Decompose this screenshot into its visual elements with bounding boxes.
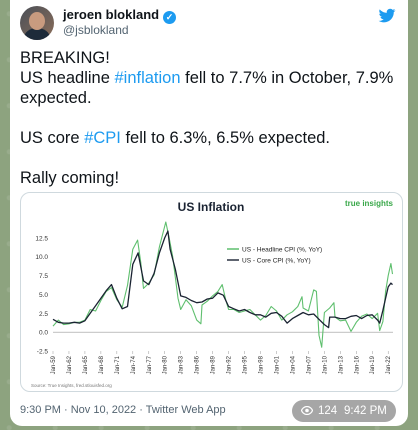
x-tick-label: Jan-77 (147, 355, 153, 374)
legend-label: US - Headline CPI (%, YoY) (242, 247, 322, 254)
x-tick-label: Jan-98 (259, 355, 265, 374)
y-tick-label: 12.5 (35, 235, 48, 242)
x-tick-label: Jan-74 (131, 355, 137, 374)
text-segment: fell to 7.7% in October, 7.9% expected. (20, 69, 394, 107)
tweet-card[interactable]: jeroen blokland ✓ @jsblokland BREAKING! U… (10, 0, 408, 426)
series-line-headline (52, 221, 394, 348)
tweet-line-headline: US headline #inflation fell to 7.7% in O… (20, 68, 400, 108)
view-count: 124 (318, 405, 338, 417)
chart-title: US Inflation (178, 200, 245, 214)
x-tick-label: Jan-71 (115, 355, 121, 374)
avatar[interactable] (20, 6, 54, 40)
x-tick-label: Jan-04 (290, 355, 296, 374)
x-tick-label: Jan-65 (83, 355, 89, 374)
author-handle[interactable]: @jsblokland (63, 23, 129, 37)
series-line-core (52, 230, 393, 329)
text-segment: US core (20, 129, 85, 147)
x-tick-label: Jan-86 (195, 355, 201, 374)
tweet-line-breaking: BREAKING! (20, 49, 110, 67)
legend-label: US - Core CPI (%, YoY) (242, 258, 311, 265)
chart-source: Source: True Insights, fred.stlouisfed.o… (31, 383, 112, 388)
tweet-line-core: US core #CPI fell to 6.3%, 6.5% expected… (20, 128, 400, 148)
x-tick-label: Jan-59 (51, 355, 57, 374)
inflation-chart: US Inflation true insights 12.5 10.0 7.5 5.… (31, 199, 394, 388)
x-tick-label: Jan-80 (163, 355, 169, 374)
tweet-text: BREAKING! US headline #inflation fell to… (20, 48, 400, 188)
x-tick-label: Jan-92 (227, 355, 233, 374)
y-tick-label: 7.5 (39, 273, 48, 280)
text-segment: fell to 6.3%, 6.5% expected. (120, 129, 331, 147)
eye-icon (301, 406, 313, 415)
message-time: 9:42 PM (344, 405, 387, 417)
y-tick-label: 2.5 (39, 311, 48, 318)
y-tick-label: -2.5 (37, 349, 49, 356)
tweet-line-rally: Rally coming! (20, 169, 120, 187)
text-segment: US headline (20, 69, 115, 87)
x-tick-label: Jan-19 (370, 355, 376, 374)
x-tick-label: Jan-68 (99, 355, 105, 374)
y-tick-label: 5.0 (39, 292, 48, 299)
x-tick-label: Jan-01 (274, 355, 280, 374)
author-name[interactable]: jeroen blokland (63, 7, 160, 22)
x-tick-label: Jan-62 (67, 355, 73, 374)
x-tick-label: Jan-07 (306, 355, 312, 374)
x-tick-label: Jan-10 (322, 355, 328, 374)
x-tick-label: Jan-95 (243, 355, 249, 374)
author-name-row[interactable]: jeroen blokland ✓ (63, 7, 177, 24)
message-meta-pill: 124 9:42 PM (292, 400, 396, 422)
hashtag-inflation[interactable]: #inflation (114, 69, 181, 87)
verified-badge-icon: ✓ (163, 11, 177, 24)
x-tick-label: Jan-16 (354, 355, 360, 374)
x-tick-label: Jan-83 (179, 355, 185, 374)
x-tick-label: Jan-22 (386, 355, 392, 374)
chart-image[interactable]: US Inflation true insights 12.5 10.0 7.5 5.… (20, 192, 403, 392)
y-tick-label: 0.0 (39, 330, 48, 337)
y-tick-label: 10.0 (35, 254, 48, 261)
chart-brand-logo: true insights (345, 199, 394, 208)
tweet-timestamp[interactable]: 9:30 PM · Nov 10, 2022 · Twitter Web App (20, 404, 226, 416)
twitter-bird-icon[interactable] (378, 8, 396, 24)
x-tick-label: Jan-13 (338, 355, 344, 374)
x-tick-label: Jan-89 (211, 355, 217, 374)
hashtag-cpi[interactable]: #CPI (84, 129, 121, 147)
